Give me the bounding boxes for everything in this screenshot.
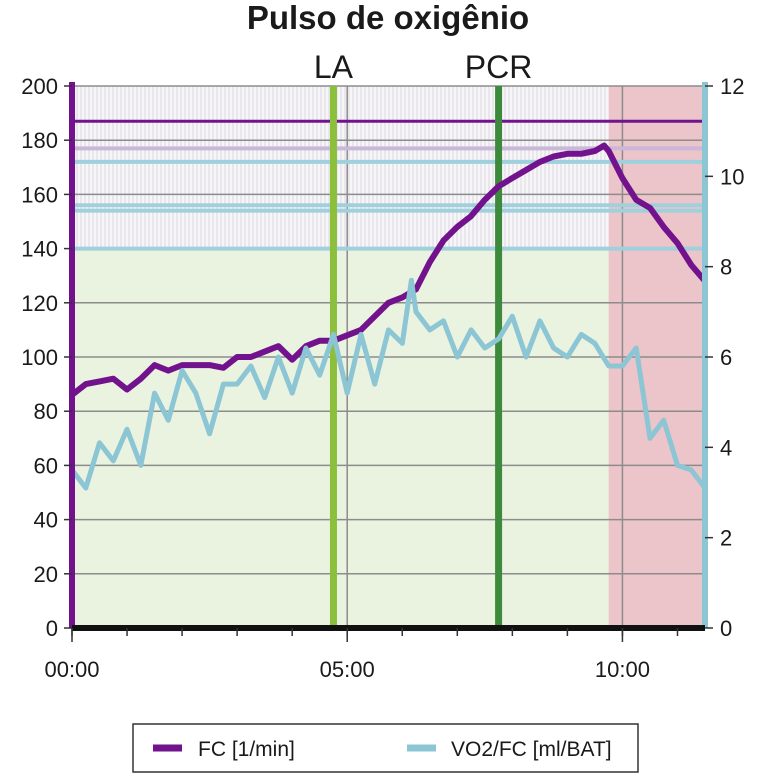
left-tick-label: 140 [21,237,58,262]
zone-green [72,248,705,628]
right-tick-label: 0 [720,616,732,641]
right-tick-label: 4 [720,435,732,460]
marker-label-pcr: PCR [465,49,533,85]
threshold-markers: LA PCR [314,49,532,628]
left-tick-label: 120 [21,291,58,316]
series-line-fc [69,142,708,398]
right-tick-label: 8 [720,255,732,280]
right-tick-label: 10 [720,164,744,189]
x-tick-label: 05:00 [320,657,375,682]
legend-label-vo2fc: VO2/FC [ml/BAT] [451,738,612,761]
left-tick-label: 200 [21,74,58,99]
series-line-vo2fc [69,277,708,491]
zone-stripes [72,86,609,249]
x-tick-label: 10:00 [595,657,650,682]
left-tick-label: 80 [34,399,58,424]
x-tick-label: 00:00 [44,657,99,682]
right-tick-label: 2 [720,526,732,551]
left-tick-label: 60 [34,453,58,478]
left-tick-label: 40 [34,508,58,533]
right-tick-label: 12 [720,74,744,99]
marker-label-la: LA [314,49,354,85]
series-lines [69,142,708,491]
right-tick-label: 6 [720,345,732,370]
chart-title: Pulso de oxigênio [247,0,529,36]
left-tick-label: 0 [46,616,58,641]
shaded-zones [72,86,705,628]
legend-label-fc: FC [1/min] [198,738,295,761]
left-tick-label: 180 [21,128,58,153]
axes: 0 20 40 60 80 100 120 140 160 180 200 0 2 4 6 8 10 12 00:0… [21,74,744,682]
left-tick-label: 160 [21,182,58,207]
grid [71,85,705,629]
left-tick-label: 100 [21,345,58,370]
left-tick-label: 20 [34,562,58,587]
legend-box [132,723,639,773]
legend: FC [1/min] VO2/FC [ml/BAT] [132,723,639,773]
